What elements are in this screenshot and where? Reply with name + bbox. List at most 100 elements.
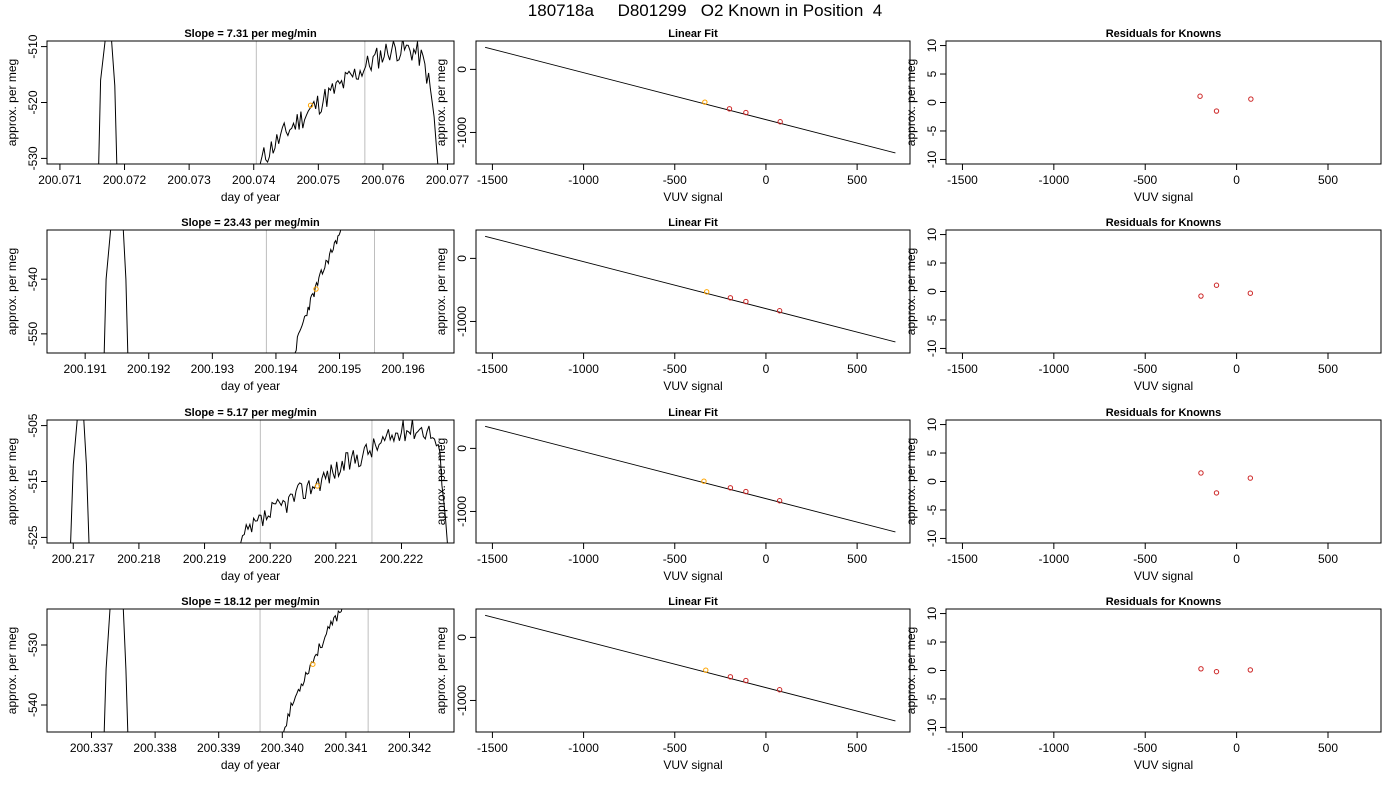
- panel-title: Slope = 7.31 per meg/min: [184, 28, 317, 40]
- x-tick-label: -1500: [947, 173, 978, 187]
- x-tick-label: 500: [847, 741, 867, 755]
- panel-r1c2: -1500 -1000 -500 0 500 -1000 0 Linear Fit VUV si…: [434, 28, 911, 204]
- x-tick-label: 200.195: [318, 362, 362, 376]
- panel-title: Slope = 5.17 per meg/min: [184, 407, 317, 419]
- x-tick-label: -1000: [1038, 741, 1069, 755]
- known-point: [777, 119, 783, 125]
- x-tick-label: -500: [663, 362, 687, 376]
- known-point: [776, 498, 783, 504]
- series-line: [70, 420, 90, 543]
- known-point: [776, 687, 783, 693]
- y-tick-label: -5: [925, 314, 939, 325]
- y-tick-label: 0: [455, 445, 469, 452]
- x-tick-label: 200.337: [70, 741, 114, 755]
- x-tick-label: 200.338: [133, 741, 177, 755]
- y-tick-label: 5: [925, 638, 939, 645]
- plot-frame: [46, 229, 455, 354]
- known-point: [1213, 282, 1220, 288]
- x-tick-label: 0: [1233, 552, 1240, 566]
- y-axis-label: approx. per meg: [434, 59, 448, 146]
- x-tick-label: 500: [1318, 552, 1338, 566]
- known-point: [1248, 96, 1254, 102]
- measured-point: [314, 483, 321, 489]
- x-tick-label: 500: [847, 362, 867, 376]
- panel-r2c1: 200.191 200.192 200.193 200.194 200.195 200.1…: [5, 217, 455, 393]
- plot-frame: [46, 40, 455, 165]
- x-tick-label: 200.218: [117, 552, 161, 566]
- x-axis-label: day of year: [221, 569, 280, 583]
- x-tick-label: -1000: [568, 173, 599, 187]
- x-tick-label: 200.196: [381, 362, 425, 376]
- y-tick-label: 10: [925, 228, 939, 242]
- panel-title: Residuals for Knowns: [1106, 596, 1222, 608]
- x-tick-label: -500: [1133, 741, 1157, 755]
- panel-r3c2: -1500 -1000 -500 0 500 -1000 0 Linear Fit VUV si…: [434, 407, 911, 583]
- y-tick-label: -540: [26, 693, 40, 717]
- y-axis-label: approx. per meg: [5, 59, 19, 146]
- measured-point: [313, 286, 319, 292]
- panel-r1c1: 200.071 200.072 200.073 200.074 200.075 200.0…: [5, 28, 470, 204]
- y-axis-label: approx. per meg: [904, 248, 918, 335]
- x-tick-label: -500: [1133, 173, 1157, 187]
- y-tick-label: -10: [925, 718, 939, 736]
- y-tick-label: -10: [925, 150, 939, 168]
- panel-r4c2: -1500 -1000 -500 0 500 -1000 0 Linear Fit VUV si…: [434, 596, 911, 772]
- x-tick-label: -1000: [568, 552, 599, 566]
- y-tick-label: 0: [455, 255, 469, 262]
- panel-title: Linear Fit: [668, 596, 718, 608]
- y-axis-label: approx. per meg: [434, 248, 448, 335]
- y-axis-label: approx. per meg: [434, 627, 448, 714]
- known-point: [776, 308, 783, 314]
- x-axis-label: VUV signal: [1134, 569, 1193, 583]
- y-axis-label: approx. per meg: [434, 438, 448, 525]
- x-tick-label: 500: [1318, 173, 1338, 187]
- fit-line: [485, 425, 896, 533]
- x-tick-label: -500: [663, 552, 687, 566]
- figure-title: 180718a D801299 O2 Known in Position 4: [527, 1, 883, 20]
- panel-r2c2: -1500 -1000 -500 0 500 -1000 0 Linear Fit VUV si…: [434, 217, 911, 393]
- known-point: [743, 109, 749, 116]
- known-point: [1247, 290, 1254, 296]
- y-tick-label: -510: [26, 34, 40, 58]
- plot-area: [1198, 282, 1254, 299]
- x-tick-label: 200.194: [254, 362, 298, 376]
- x-tick-label: -1000: [1038, 173, 1069, 187]
- x-tick-label: 0: [763, 552, 770, 566]
- x-axis-label: day of year: [221, 190, 280, 204]
- panel-title: Residuals for Knowns: [1106, 217, 1222, 229]
- plot-area: [70, 420, 448, 543]
- plot-frame: [945, 608, 1382, 733]
- y-tick-label: -1000: [455, 496, 469, 527]
- known-point: [1213, 108, 1220, 114]
- y-tick-label: -505: [26, 413, 40, 437]
- x-tick-label: 0: [1233, 362, 1240, 376]
- x-tick-label: -500: [663, 173, 687, 187]
- panel-title: Residuals for Knowns: [1106, 407, 1222, 419]
- plot-area: [485, 614, 896, 722]
- y-axis-label: approx. per meg: [904, 438, 918, 525]
- series-line: [103, 609, 129, 732]
- x-tick-label: 0: [1233, 741, 1240, 755]
- panel-r1c3: -1500 -1000 -500 0 500 -10 -5 0 5 10 Residuals for…: [904, 28, 1382, 204]
- x-tick-label: 0: [763, 362, 770, 376]
- x-tick-label: 200.075: [297, 173, 341, 187]
- known-point: [1247, 667, 1254, 673]
- x-axis-label: day of year: [221, 758, 280, 772]
- y-tick-label: -515: [26, 469, 40, 493]
- measured-point: [701, 478, 707, 484]
- panel-title: Linear Fit: [668, 217, 718, 229]
- x-axis-label: VUV signal: [1134, 379, 1193, 393]
- plot-area: [1198, 666, 1254, 675]
- y-tick-label: 0: [925, 667, 939, 674]
- x-tick-label: -1000: [1038, 552, 1069, 566]
- y-tick-label: -530: [26, 146, 40, 170]
- x-tick-label: 0: [1233, 173, 1240, 187]
- y-tick-label: -5: [925, 125, 939, 136]
- x-tick-label: 200.341: [324, 741, 368, 755]
- fit-line: [485, 614, 896, 722]
- x-tick-label: -1500: [477, 362, 508, 376]
- x-axis-label: VUV signal: [663, 190, 722, 204]
- plot-area: [103, 609, 369, 732]
- measured-point: [307, 102, 314, 108]
- x-axis-label: VUV signal: [1134, 190, 1193, 204]
